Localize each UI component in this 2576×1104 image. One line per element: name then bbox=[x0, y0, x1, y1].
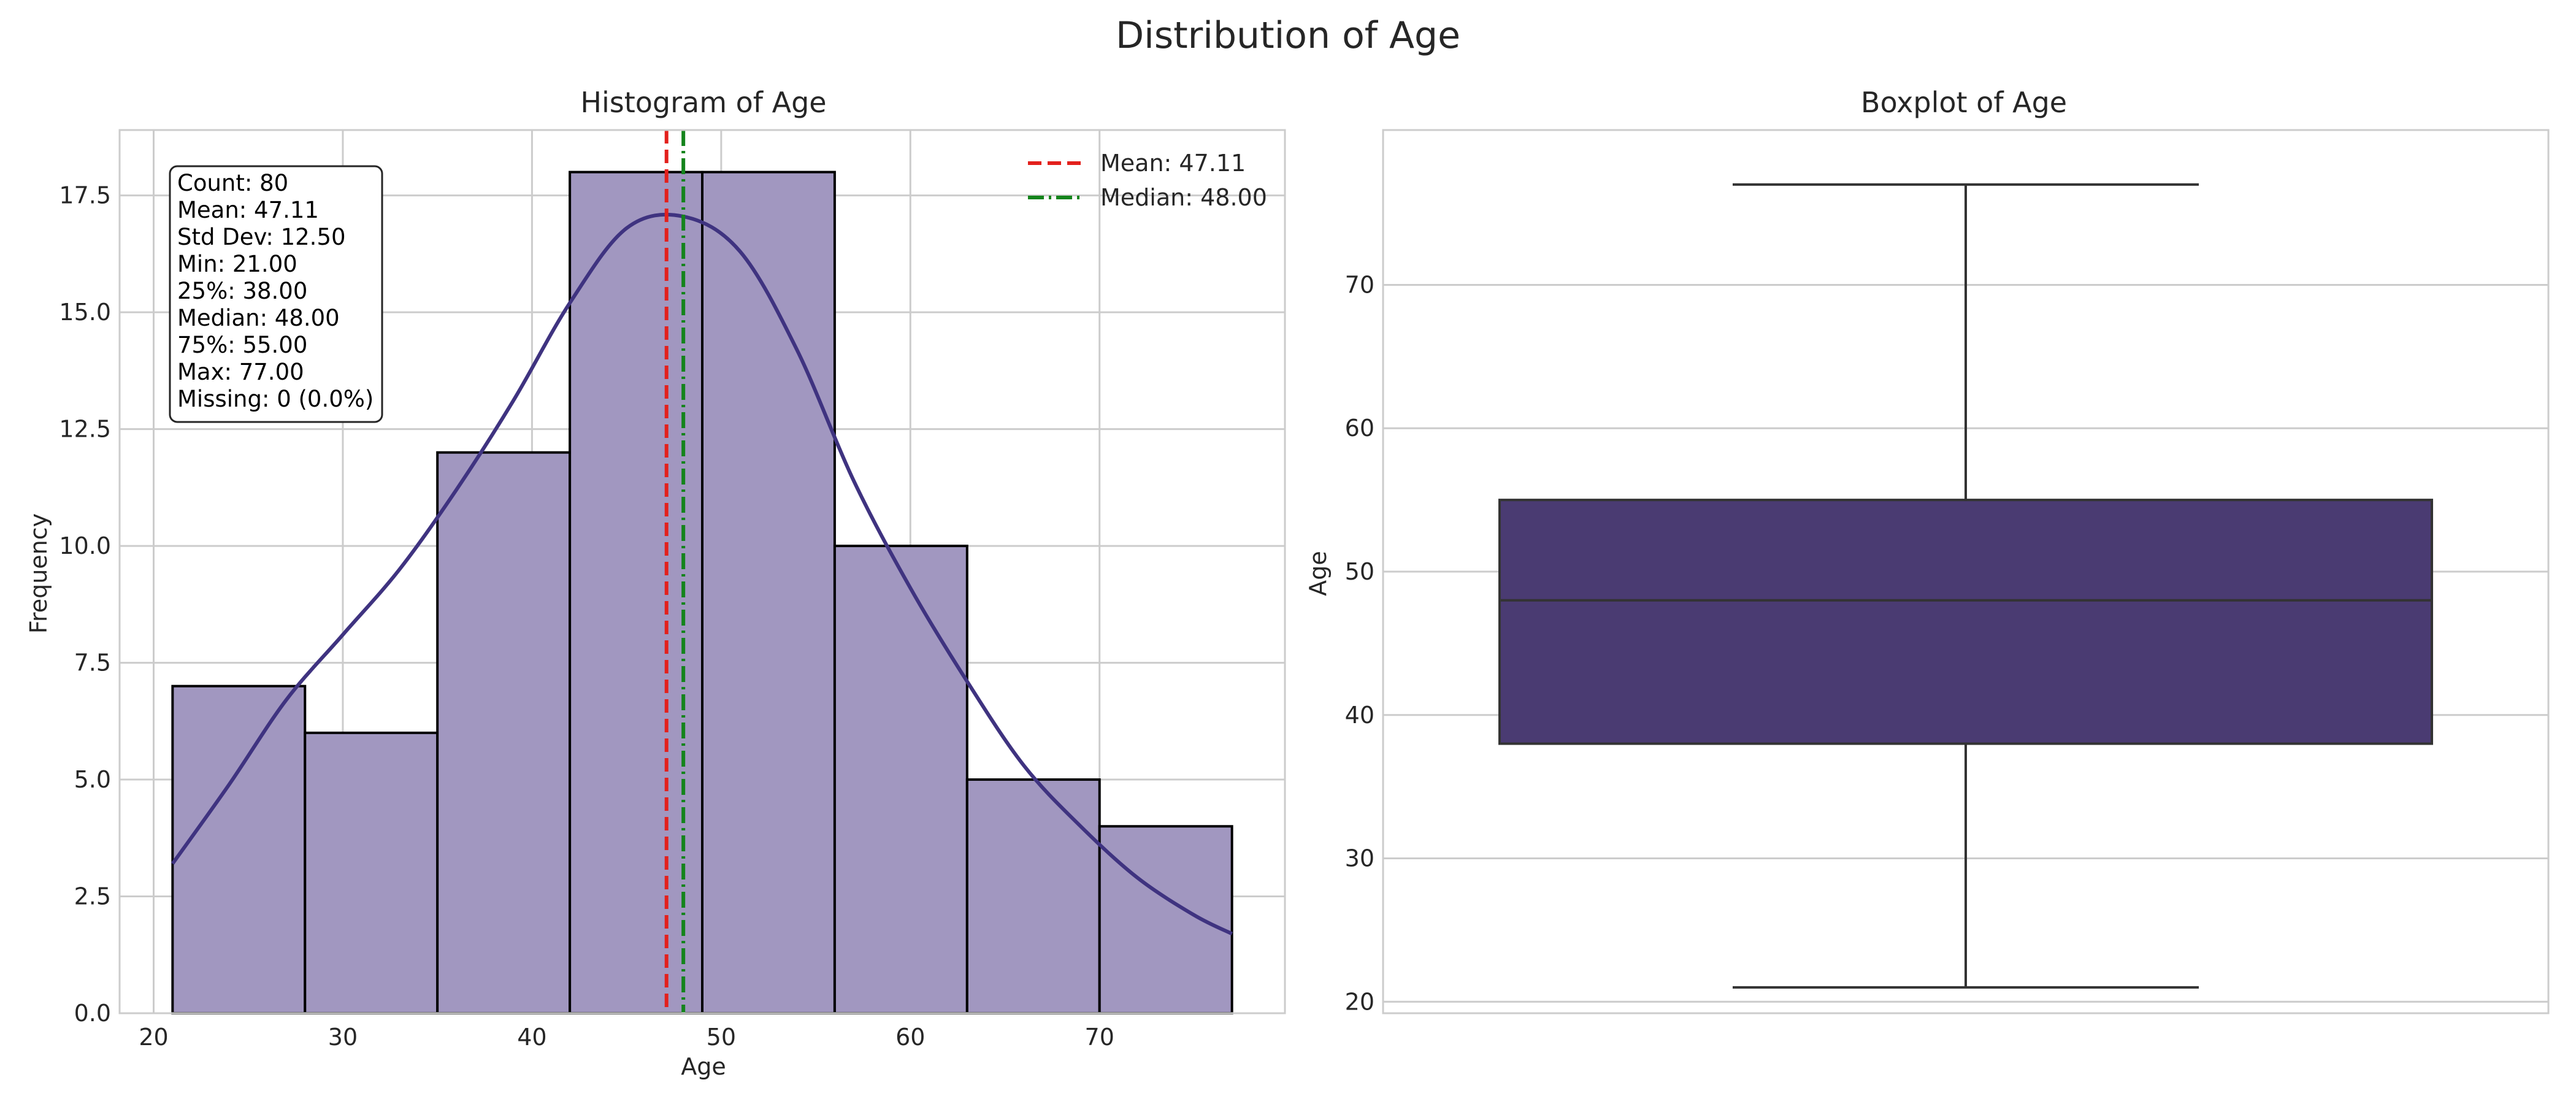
stats-box-line: Max: 77.00 bbox=[177, 359, 304, 385]
histogram-bar bbox=[436, 451, 572, 1014]
histogram-bars bbox=[171, 171, 1233, 1015]
kde-curve-group bbox=[171, 212, 1233, 936]
kde-curve bbox=[171, 212, 1233, 936]
stats-box-line: Min: 21.00 bbox=[177, 251, 297, 277]
histogram-y-tick-label: 15.0 bbox=[59, 299, 111, 326]
boxplot-panel: Boxplot of Age 20 30 40 50 60 70 Age bbox=[1305, 86, 2550, 1015]
histogram-x-ticks: 20 30 40 50 60 70 bbox=[139, 1024, 1114, 1051]
boxplot-body bbox=[1498, 183, 2433, 989]
histogram-y-tick-label: 12.5 bbox=[59, 416, 111, 443]
boxplot-y-tick-label: 30 bbox=[1345, 845, 1374, 872]
histogram-frame bbox=[118, 129, 1286, 1014]
boxplot-y-tick-label: 50 bbox=[1345, 558, 1374, 585]
stats-box-line: 25%: 38.00 bbox=[177, 278, 307, 304]
boxplot-title: Boxplot of Age bbox=[1861, 86, 2067, 119]
histogram-bar bbox=[833, 545, 968, 1014]
boxplot-y-tick-label: 40 bbox=[1345, 702, 1374, 729]
histogram-x-tick-label: 20 bbox=[139, 1024, 168, 1051]
stats-box-line: Std Dev: 12.50 bbox=[177, 224, 346, 250]
histogram-x-axis-label: Age bbox=[681, 1053, 726, 1080]
legend-mean-label: Mean: 47.11 bbox=[1100, 150, 1246, 177]
histogram-y-tick-label: 0.0 bbox=[74, 1000, 111, 1027]
histogram-x-tick-label: 30 bbox=[328, 1024, 358, 1051]
boxplot-y-tick-label: 70 bbox=[1345, 271, 1374, 298]
iqr-box bbox=[1498, 499, 2433, 745]
histogram-y-tick-label: 17.5 bbox=[59, 182, 111, 209]
histogram-y-tick-label: 7.5 bbox=[74, 650, 111, 677]
stats-box-frame bbox=[169, 165, 383, 423]
boxplot-y-ticks: 20 30 40 50 60 70 bbox=[1345, 271, 1374, 1015]
stats-box-line: 75%: 55.00 bbox=[177, 332, 307, 358]
histogram-y-ticks: 0.0 2.5 5.0 7.5 10.0 12.5 15.0 17.5 bbox=[59, 182, 111, 1027]
histogram-x-tick-label: 70 bbox=[1085, 1024, 1114, 1051]
histogram-y-tick-label: 2.5 bbox=[74, 883, 111, 910]
stats-box-line: Missing: 0 (0.0%) bbox=[177, 386, 374, 412]
boxplot-y-tick-label: 60 bbox=[1345, 415, 1374, 442]
histogram-x-tick-label: 50 bbox=[707, 1024, 736, 1051]
histogram-bar bbox=[171, 684, 307, 1014]
stats-box-line: Count: 80 bbox=[177, 170, 288, 196]
histogram-bar bbox=[304, 731, 439, 1015]
histogram-bar bbox=[1098, 825, 1233, 1014]
histogram-legend: Mean: 47.11 Median: 48.00 bbox=[1028, 150, 1267, 211]
boxplot-y-tick-label: 20 bbox=[1345, 988, 1374, 1015]
histogram-y-tick-label: 10.0 bbox=[59, 532, 111, 559]
histogram-bar bbox=[965, 778, 1101, 1014]
histogram-bar bbox=[701, 171, 836, 1015]
stats-box-line: Mean: 47.11 bbox=[177, 197, 319, 223]
histogram-y-axis-label: Frequency bbox=[25, 513, 52, 634]
histogram-x-tick-label: 60 bbox=[895, 1024, 925, 1051]
legend-median-label: Median: 48.00 bbox=[1100, 184, 1267, 211]
histogram-title: Histogram of Age bbox=[580, 86, 826, 119]
reference-lines bbox=[664, 130, 686, 1013]
histogram-panel: Histogram of Age 20 30 40 50 60 70 0.0 2.5 5.0 7… bbox=[25, 86, 1286, 1080]
boxplot-y-axis-label: Age bbox=[1305, 551, 1332, 596]
histogram-x-tick-label: 40 bbox=[517, 1024, 546, 1051]
stats-box-line: Median: 48.00 bbox=[177, 305, 340, 331]
boxplot-frame bbox=[1382, 129, 2550, 1014]
figure-title: Distribution of Age bbox=[1116, 14, 1460, 57]
histogram-y-tick-label: 5.0 bbox=[74, 766, 111, 793]
